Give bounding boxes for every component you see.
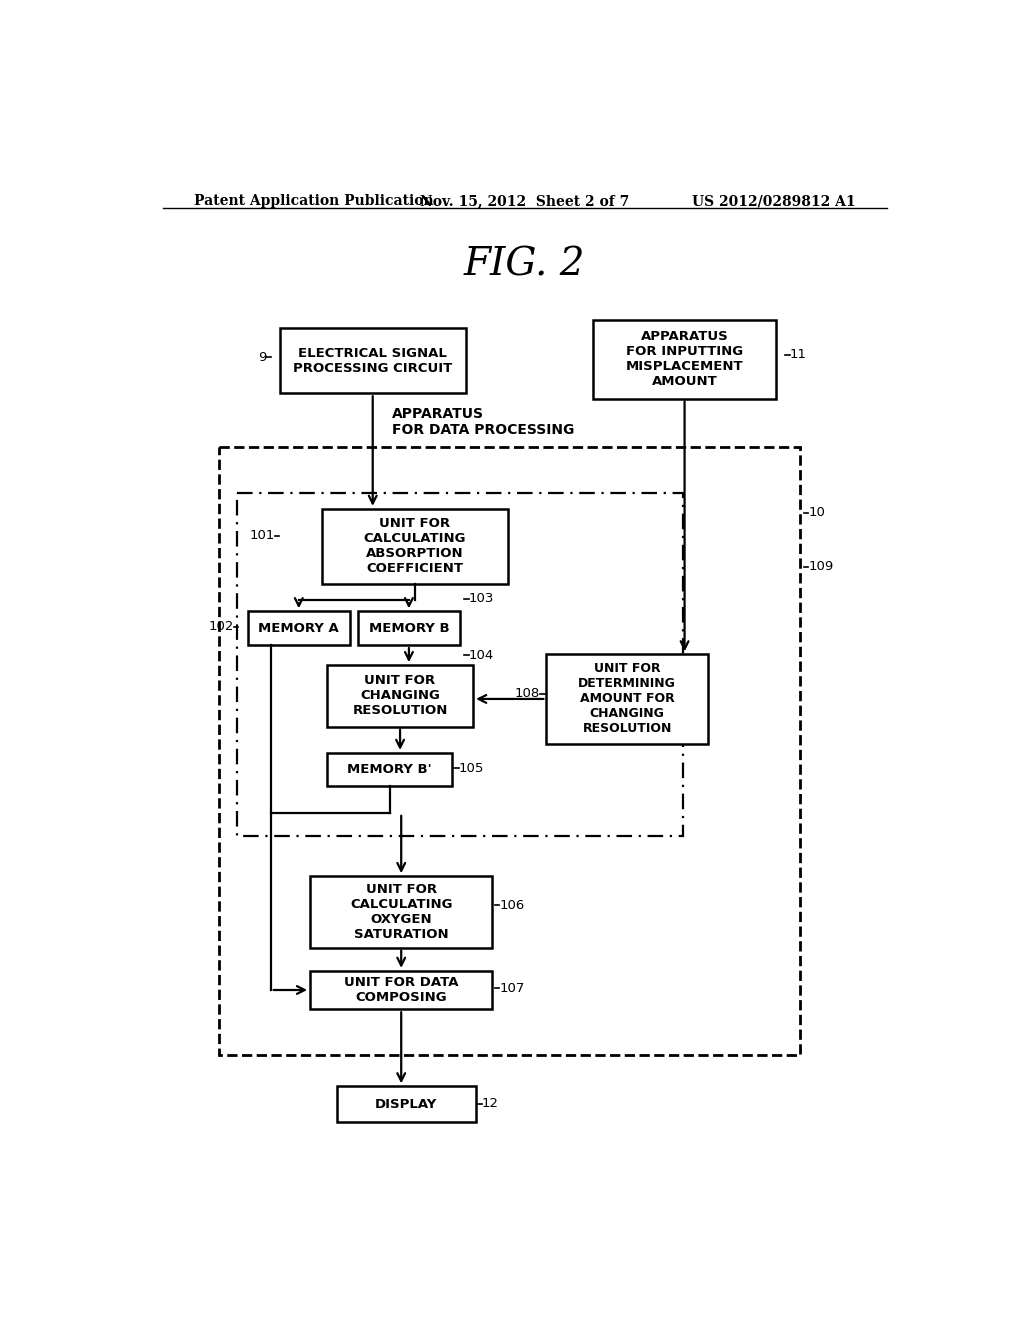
Text: UNIT FOR
CALCULATING
ABSORPTION
COEFFICIENT: UNIT FOR CALCULATING ABSORPTION COEFFICI… xyxy=(364,517,466,576)
Text: 102: 102 xyxy=(208,620,233,634)
Text: UNIT FOR
CHANGING
RESOLUTION: UNIT FOR CHANGING RESOLUTION xyxy=(352,675,447,717)
Text: 11: 11 xyxy=(790,348,807,362)
Text: 106: 106 xyxy=(500,899,524,912)
Text: 107: 107 xyxy=(500,982,524,995)
Text: MEMORY B': MEMORY B' xyxy=(347,763,432,776)
Text: UNIT FOR
DETERMINING
AMOUNT FOR
CHANGING
RESOLUTION: UNIT FOR DETERMINING AMOUNT FOR CHANGING… xyxy=(579,663,676,735)
Bar xyxy=(337,1086,475,1122)
Bar xyxy=(248,611,350,645)
Bar xyxy=(593,321,776,399)
Bar xyxy=(280,327,466,393)
Bar xyxy=(357,611,460,645)
Text: 105: 105 xyxy=(459,762,484,775)
Bar xyxy=(237,494,683,836)
Bar xyxy=(327,665,473,726)
Text: FIG. 2: FIG. 2 xyxy=(464,247,586,284)
Text: 103: 103 xyxy=(469,593,494,606)
Text: UNIT FOR
CALCULATING
OXYGEN
SATURATION: UNIT FOR CALCULATING OXYGEN SATURATION xyxy=(350,883,453,941)
Text: 12: 12 xyxy=(481,1097,499,1110)
Text: 108: 108 xyxy=(515,686,541,700)
Text: APPARATUS
FOR INPUTTING
MISPLACEMENT
AMOUNT: APPARATUS FOR INPUTTING MISPLACEMENT AMO… xyxy=(626,330,743,388)
Text: APPARATUS
FOR DATA PROCESSING: APPARATUS FOR DATA PROCESSING xyxy=(392,407,574,437)
Bar xyxy=(310,876,493,948)
Text: 104: 104 xyxy=(469,648,494,661)
Text: US 2012/0289812 A1: US 2012/0289812 A1 xyxy=(692,194,856,209)
Text: UNIT FOR DATA
COMPOSING: UNIT FOR DATA COMPOSING xyxy=(344,975,459,1005)
Text: MEMORY B: MEMORY B xyxy=(369,622,450,635)
Text: Patent Application Publication: Patent Application Publication xyxy=(194,194,433,209)
Text: 9: 9 xyxy=(258,351,266,363)
Bar xyxy=(547,655,708,743)
Text: 10: 10 xyxy=(808,506,825,519)
Text: MEMORY A: MEMORY A xyxy=(258,622,339,635)
Bar xyxy=(219,447,801,1056)
Bar xyxy=(327,752,453,785)
Text: 109: 109 xyxy=(808,560,834,573)
Bar xyxy=(322,508,508,585)
Text: 101: 101 xyxy=(249,529,274,543)
Text: Nov. 15, 2012  Sheet 2 of 7: Nov. 15, 2012 Sheet 2 of 7 xyxy=(420,194,630,209)
Text: DISPLAY: DISPLAY xyxy=(375,1098,437,1111)
Text: ELECTRICAL SIGNAL
PROCESSING CIRCUIT: ELECTRICAL SIGNAL PROCESSING CIRCUIT xyxy=(293,347,453,375)
Bar xyxy=(310,970,493,1010)
